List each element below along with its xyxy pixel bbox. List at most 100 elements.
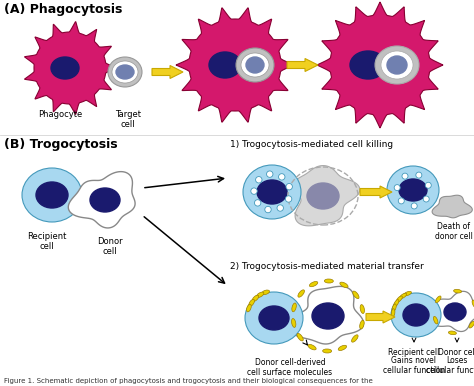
Circle shape <box>402 173 408 179</box>
Ellipse shape <box>246 304 251 312</box>
Ellipse shape <box>404 291 411 296</box>
Ellipse shape <box>469 321 474 328</box>
Polygon shape <box>293 166 360 226</box>
Ellipse shape <box>241 53 269 77</box>
Ellipse shape <box>51 57 79 79</box>
Ellipse shape <box>454 290 462 293</box>
Ellipse shape <box>360 320 364 329</box>
Ellipse shape <box>256 292 264 298</box>
Ellipse shape <box>396 296 402 302</box>
Polygon shape <box>25 22 117 114</box>
Polygon shape <box>287 59 318 71</box>
Ellipse shape <box>433 317 438 324</box>
Ellipse shape <box>257 180 287 204</box>
Polygon shape <box>360 186 392 198</box>
Polygon shape <box>432 195 472 218</box>
Ellipse shape <box>323 349 332 353</box>
Ellipse shape <box>297 334 303 341</box>
Ellipse shape <box>324 279 333 283</box>
Ellipse shape <box>108 57 142 87</box>
Ellipse shape <box>392 304 396 312</box>
Polygon shape <box>317 2 443 128</box>
Circle shape <box>285 196 292 202</box>
Ellipse shape <box>472 300 474 308</box>
Ellipse shape <box>292 303 296 312</box>
Text: Death of
donor cell: Death of donor cell <box>435 222 473 241</box>
Circle shape <box>394 185 400 191</box>
Ellipse shape <box>338 345 346 350</box>
Ellipse shape <box>387 166 439 214</box>
Circle shape <box>251 188 257 194</box>
Polygon shape <box>430 291 474 332</box>
Text: 1) Trogocytosis-mediated cell killing: 1) Trogocytosis-mediated cell killing <box>230 140 393 149</box>
Ellipse shape <box>353 291 359 299</box>
Ellipse shape <box>360 305 365 313</box>
Ellipse shape <box>252 295 259 301</box>
Text: Donor cell: Donor cell <box>438 348 474 357</box>
Polygon shape <box>289 286 364 344</box>
Circle shape <box>277 205 283 211</box>
Text: Donor cell-derived
cell surface molecules: Donor cell-derived cell surface molecule… <box>247 358 333 378</box>
Ellipse shape <box>298 290 304 297</box>
Circle shape <box>423 196 429 202</box>
Circle shape <box>286 183 292 190</box>
Circle shape <box>411 203 417 209</box>
Ellipse shape <box>403 304 429 326</box>
Text: Target
cell: Target cell <box>115 110 141 129</box>
Ellipse shape <box>448 331 456 335</box>
Ellipse shape <box>350 51 386 79</box>
Circle shape <box>279 174 285 180</box>
Circle shape <box>265 207 271 213</box>
Ellipse shape <box>352 335 358 342</box>
Ellipse shape <box>116 65 134 79</box>
Ellipse shape <box>36 182 68 208</box>
Ellipse shape <box>262 290 270 295</box>
Ellipse shape <box>246 57 264 73</box>
Ellipse shape <box>444 303 466 321</box>
Polygon shape <box>152 66 183 78</box>
Circle shape <box>255 176 262 183</box>
Ellipse shape <box>245 292 303 344</box>
Ellipse shape <box>399 179 427 201</box>
Ellipse shape <box>308 344 316 350</box>
Circle shape <box>255 200 261 206</box>
Ellipse shape <box>90 188 120 212</box>
Ellipse shape <box>307 183 339 209</box>
Circle shape <box>425 182 431 188</box>
Polygon shape <box>68 172 135 228</box>
Ellipse shape <box>209 52 241 78</box>
Ellipse shape <box>259 306 289 330</box>
Text: 2) Trogocytosis-mediated material transfer: 2) Trogocytosis-mediated material transf… <box>230 262 424 271</box>
Polygon shape <box>176 8 294 122</box>
Text: Donor
cell: Donor cell <box>97 237 123 256</box>
Circle shape <box>416 172 422 178</box>
Text: Figure 1. Schematic depiction of phagocytosis and trogocytosis and their biologi: Figure 1. Schematic depiction of phagocy… <box>4 378 373 384</box>
Polygon shape <box>366 311 395 323</box>
Ellipse shape <box>394 300 399 307</box>
Ellipse shape <box>236 48 274 82</box>
Text: Loses
cellular function: Loses cellular function <box>426 356 474 376</box>
Circle shape <box>266 171 273 177</box>
Ellipse shape <box>340 282 348 288</box>
Ellipse shape <box>292 318 296 327</box>
Text: Recipient cell: Recipient cell <box>388 348 440 357</box>
Text: (B) Trogocytosis: (B) Trogocytosis <box>4 138 118 151</box>
Ellipse shape <box>381 51 413 79</box>
Ellipse shape <box>436 296 441 303</box>
Ellipse shape <box>400 293 407 298</box>
Ellipse shape <box>391 293 441 337</box>
Circle shape <box>398 198 404 204</box>
Ellipse shape <box>310 281 318 287</box>
Ellipse shape <box>243 165 301 219</box>
Ellipse shape <box>249 299 255 306</box>
Ellipse shape <box>375 46 419 84</box>
Text: (A) Phagocytosis: (A) Phagocytosis <box>4 3 122 16</box>
Ellipse shape <box>112 61 138 83</box>
Text: Recipient
cell: Recipient cell <box>27 232 67 251</box>
Ellipse shape <box>392 309 395 317</box>
Text: Gains novel
cellular function: Gains novel cellular function <box>383 356 445 376</box>
Text: Phagocyte: Phagocyte <box>38 110 82 119</box>
Ellipse shape <box>22 168 82 222</box>
Ellipse shape <box>312 303 344 329</box>
Ellipse shape <box>387 56 407 74</box>
